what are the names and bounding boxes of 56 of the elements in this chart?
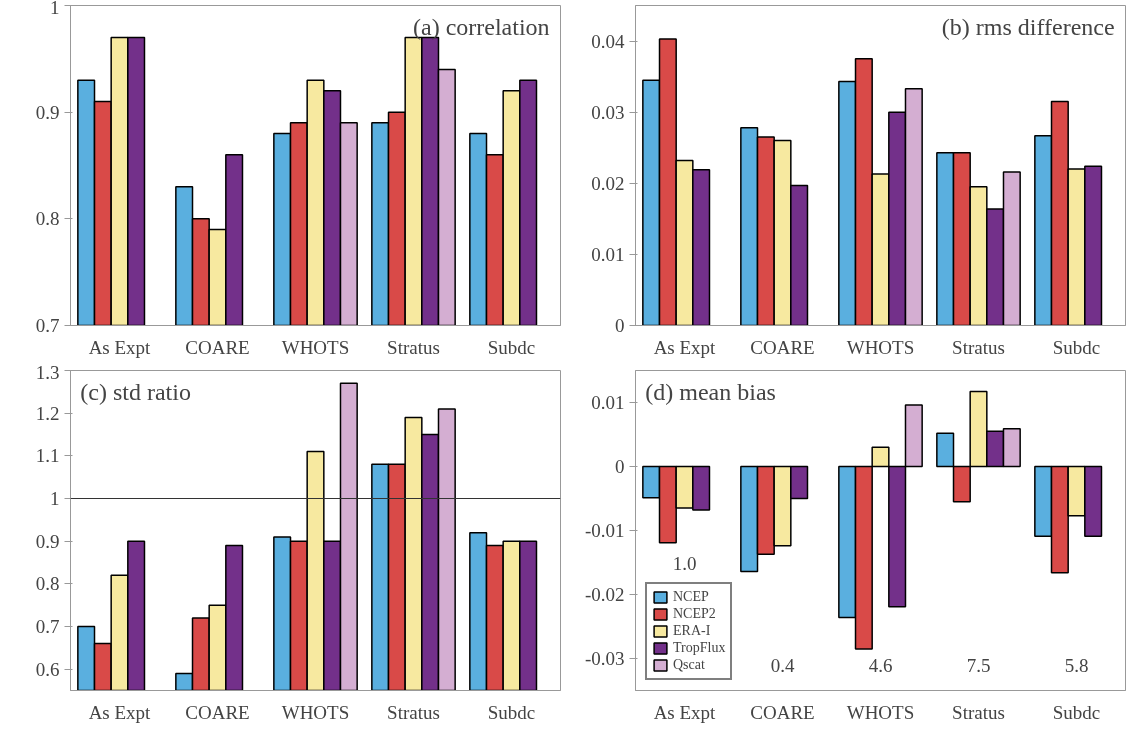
y-tick-label: 0.7 — [35, 616, 60, 637]
y-tick-label: 1.1 — [35, 445, 60, 467]
x-tick-label: Stratus — [952, 701, 1005, 723]
y-tick-label: 0.9 — [35, 101, 60, 123]
annotation: 1.0 — [672, 553, 697, 574]
chart-title: (c) std ratio — [80, 378, 191, 405]
y-tick-label: 1.3 — [35, 361, 60, 383]
x-tick-label: WHOTS — [846, 701, 915, 723]
x-tick-label: Subdc — [487, 701, 536, 723]
chart-title: (d) mean bias — [645, 378, 776, 405]
y-tick-label: 0.7 — [35, 315, 60, 336]
y-tick-label: -0.01 — [584, 520, 625, 541]
x-tick-label: WHOTS — [846, 336, 915, 358]
x-tick-label: Stratus — [387, 701, 440, 723]
y-tick-label: 0.04 — [591, 30, 625, 52]
annotation: 5.8 — [1064, 655, 1089, 676]
chart-title: (b) rms difference — [941, 13, 1115, 40]
y-tick-label: 1 — [50, 0, 60, 18]
legend-label: NCEP — [673, 589, 709, 605]
x-tick-label: WHOTS — [281, 701, 350, 723]
legend-label: NCEP2 — [673, 606, 716, 622]
y-tick-label: 0.01 — [591, 392, 625, 413]
x-tick-label: As Expt — [653, 336, 717, 358]
annotation: 4.6 — [868, 655, 893, 676]
x-tick-label: As Expt — [653, 701, 717, 723]
y-tick-label: 0.9 — [35, 530, 60, 552]
y-tick-label: 0 — [615, 315, 625, 336]
legend-label: Qscat — [673, 657, 705, 673]
y-tick-label: 1 — [50, 488, 60, 509]
y-tick-label: 0 — [615, 456, 625, 477]
annotation: 0.4 — [770, 655, 795, 676]
annotation: 7.5 — [966, 655, 991, 676]
y-tick-label: 1.2 — [35, 402, 60, 424]
y-tick-label: 0.6 — [35, 658, 60, 680]
x-tick-label: COARE — [185, 701, 250, 723]
y-tick-label: 0.02 — [591, 172, 625, 194]
x-tick-label: WHOTS — [281, 336, 350, 358]
legend-label: TropFlux — [673, 640, 726, 656]
x-tick-label: Stratus — [952, 336, 1005, 358]
y-tick-label: 0.8 — [35, 573, 60, 595]
x-tick-label: Subdc — [1052, 336, 1101, 358]
chart-title: (a) correlation — [413, 13, 550, 40]
y-tick-label: -0.03 — [584, 648, 625, 669]
legend-label: ERA-I — [673, 623, 711, 639]
x-tick-label: As Expt — [88, 336, 152, 358]
x-tick-label: COARE — [750, 701, 815, 723]
y-tick-label: 0.8 — [35, 208, 60, 230]
x-tick-label: Subdc — [487, 336, 536, 358]
y-tick-label: 0.01 — [591, 243, 625, 265]
x-tick-label: Subdc — [1052, 701, 1101, 723]
x-tick-label: COARE — [750, 336, 815, 358]
x-tick-label: COARE — [185, 336, 250, 358]
y-tick-label: -0.02 — [584, 584, 625, 605]
y-tick-label: 0.03 — [591, 101, 625, 123]
x-tick-label: Stratus — [387, 336, 440, 358]
x-tick-label: As Expt — [88, 701, 152, 723]
